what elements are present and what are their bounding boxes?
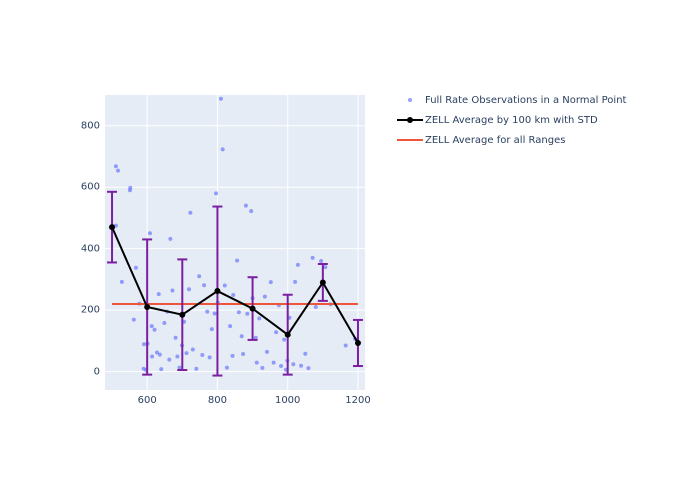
scatter-point (299, 364, 303, 368)
scatter-point (188, 211, 192, 215)
scatter-point (272, 361, 276, 365)
scatter-point (223, 284, 227, 288)
scatter-point (114, 164, 118, 168)
scatter-point (116, 169, 120, 173)
scatter-point (132, 318, 136, 322)
y-tick-label: 400 (70, 243, 100, 254)
scatter-point (269, 280, 273, 284)
scatter-point (214, 191, 218, 195)
scatter-point (159, 367, 163, 371)
scatter-point (213, 311, 217, 315)
y-tick-label: 600 (70, 182, 100, 193)
scatter-point (200, 353, 204, 357)
average-marker (144, 304, 150, 310)
scatter-point (187, 287, 191, 291)
scatter-point (303, 352, 307, 356)
scatter-point (255, 361, 259, 365)
scatter-point (208, 355, 212, 359)
legend-label: ZELL Average by 100 km with STD (425, 115, 598, 126)
scatter-point (167, 358, 171, 362)
scatter-point (314, 305, 318, 309)
scatter-point (274, 330, 278, 334)
plot-area (105, 95, 365, 390)
scatter-point (202, 283, 206, 287)
scatter-point (168, 237, 172, 241)
x-tick-label: 800 (208, 395, 227, 406)
scatter-point (263, 295, 267, 299)
scatter-point (158, 353, 162, 357)
average-marker (320, 279, 326, 285)
x-tick-label: 1200 (345, 395, 370, 406)
y-tick-label: 800 (70, 120, 100, 131)
scatter-point (260, 366, 264, 370)
scatter-point (265, 350, 269, 354)
scatter-point (134, 266, 138, 270)
scatter-point (128, 186, 132, 190)
y-tick-label: 0 (70, 366, 100, 377)
scatter-point (221, 147, 225, 151)
scatter-point (148, 231, 152, 235)
average-marker (250, 306, 256, 312)
scatter-point (174, 336, 178, 340)
legend-item: ZELL Average by 100 km with STD (395, 112, 626, 128)
scatter-point (306, 366, 310, 370)
legend: Full Rate Observations in a Normal Point… (395, 92, 626, 152)
average-marker (179, 312, 185, 318)
scatter-point (170, 288, 174, 292)
scatter-point (257, 316, 261, 320)
scatter-point (228, 324, 232, 328)
x-tick-label: 600 (138, 395, 157, 406)
scatter-point (237, 310, 241, 314)
scatter-point (344, 343, 348, 347)
scatter-point (231, 293, 235, 297)
scatter-point (194, 367, 198, 371)
average-marker (109, 224, 115, 230)
scatter-point (150, 355, 154, 359)
average-marker (285, 332, 291, 338)
scatter-point (177, 366, 181, 370)
scatter-point (150, 324, 154, 328)
scatter-point (205, 310, 209, 314)
scatter-point (185, 351, 189, 355)
scatter-point (241, 352, 245, 356)
scatter-point (175, 355, 179, 359)
scatter-point (296, 263, 300, 267)
legend-item: Full Rate Observations in a Normal Point (395, 92, 626, 108)
scatter-point (319, 259, 323, 263)
legend-label: ZELL Average for all Ranges (425, 135, 565, 146)
average-marker (355, 340, 361, 346)
scatter-point (142, 342, 146, 346)
scatter-point (219, 97, 223, 101)
scatter-point (191, 347, 195, 351)
scatter-point (293, 280, 297, 284)
scatter-point (162, 321, 166, 325)
scatter-point (225, 366, 229, 370)
legend-swatch (395, 93, 425, 107)
legend-item: ZELL Average for all Ranges (395, 132, 626, 148)
y-tick-label: 200 (70, 305, 100, 316)
legend-label: Full Rate Observations in a Normal Point (425, 95, 626, 106)
scatter-point (291, 362, 295, 366)
scatter-point (282, 338, 286, 342)
average-marker (214, 288, 220, 294)
scatter-point (157, 292, 161, 296)
scatter-point (249, 209, 253, 213)
legend-swatch (395, 113, 425, 127)
scatter-point (210, 327, 214, 331)
legend-swatch (395, 133, 425, 147)
x-tick-label: 1000 (275, 395, 300, 406)
scatter-point (323, 265, 327, 269)
scatter-point (197, 274, 201, 278)
scatter-point (235, 259, 239, 263)
scatter-point (279, 364, 283, 368)
scatter-point (240, 334, 244, 338)
chart-container: 0 200 400 600 800 600 800 1000 1200 (60, 85, 370, 425)
scatter-point (244, 204, 248, 208)
scatter-point (120, 280, 124, 284)
scatter-point (311, 256, 315, 260)
scatter-point (245, 312, 249, 316)
scatter-point (153, 328, 157, 332)
scatter-point (231, 354, 235, 358)
